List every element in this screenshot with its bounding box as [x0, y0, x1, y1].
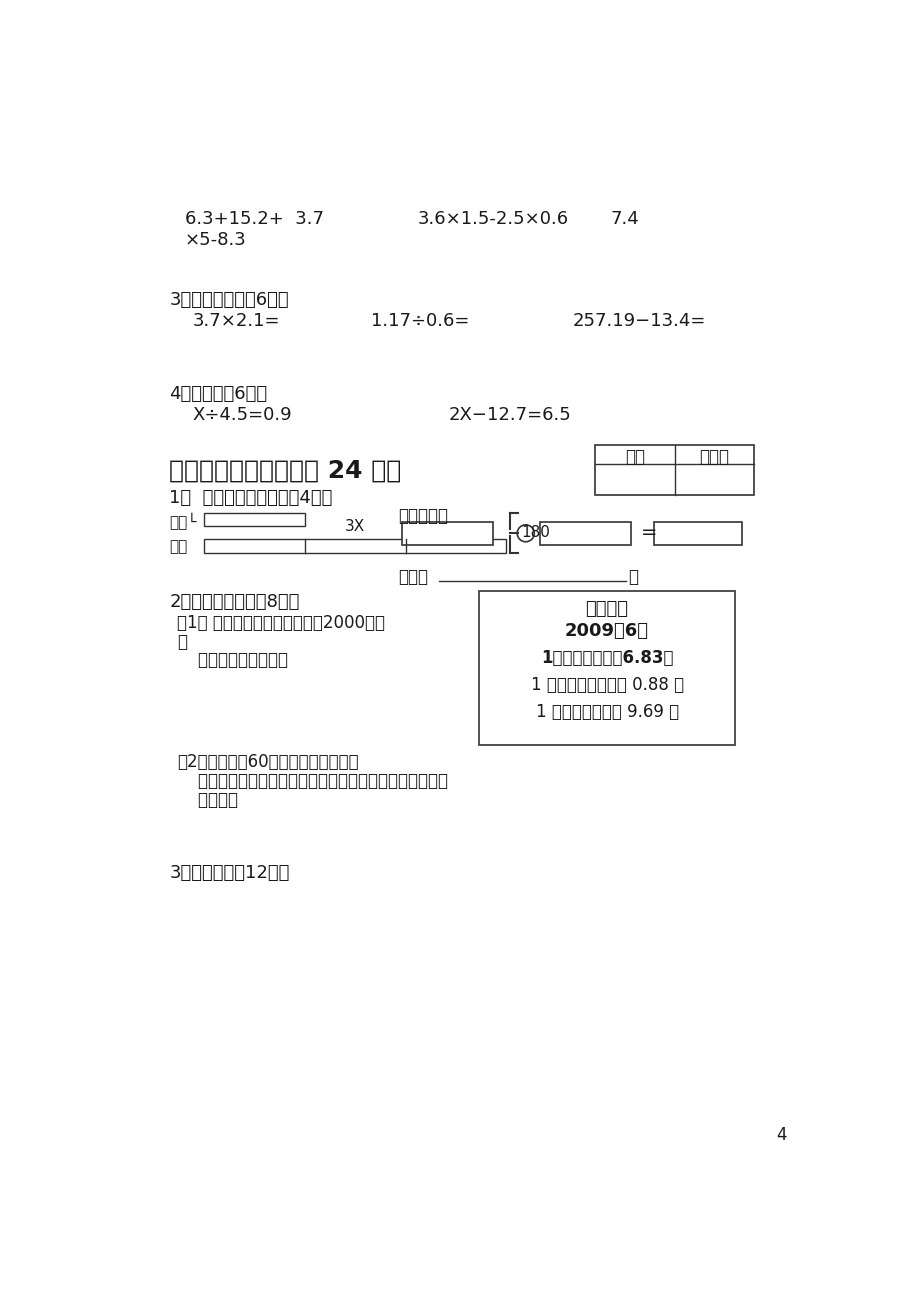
Bar — [539, 521, 630, 545]
Text: 257.19−13.4=: 257.19−13.4= — [572, 312, 705, 329]
Text: 中国銀行: 中国銀行 — [585, 601, 628, 619]
Text: 180: 180 — [520, 525, 550, 540]
Text: 7.4: 7.4 — [610, 209, 639, 228]
Text: 1 欧元兑换人民币 9.69 元: 1 欧元兑换人民币 9.69 元 — [535, 703, 678, 720]
Bar — [479, 592, 734, 745]
Text: （1） 在美国工作的小王寄回了2000美元: （1） 在美国工作的小王寄回了2000美元 — [176, 614, 384, 632]
Text: 6.3+15.2+  3.7: 6.3+15.2+ 3.7 — [185, 209, 323, 228]
Text: 1 元港币兑换人民币 0.88 元: 1 元港币兑换人民币 0.88 元 — [530, 676, 683, 694]
Text: 3.7×2.1=: 3.7×2.1= — [192, 312, 279, 329]
Text: 2、人民币兑换。（8分）: 2、人民币兑换。（8分） — [169, 593, 300, 611]
Text: 弟弟└: 弟弟└ — [169, 514, 197, 530]
Bar — [204, 512, 304, 527]
Text: 位小数）: 位小数） — [176, 792, 238, 809]
Text: 方程：: 方程： — [397, 568, 427, 586]
Text: 3、买文具。（12分）: 3、买文具。（12分） — [169, 864, 289, 883]
Text: 1.17÷0.6=: 1.17÷0.6= — [370, 312, 469, 329]
Text: 4: 4 — [776, 1126, 786, 1144]
Text: 姐姐: 姐姐 — [169, 540, 187, 555]
Text: 1、  姐姐弟弟做纸花。（4分）: 1、 姐姐弟弟做纸花。（4分） — [169, 489, 333, 507]
Text: =: = — [640, 524, 656, 542]
Text: 2X−12.7=6.5: 2X−12.7=6.5 — [448, 406, 571, 424]
Text: 等量关系：: 等量关系： — [397, 507, 448, 525]
Text: 3.6×1.5-2.5×0.6: 3.6×1.5-2.5×0.6 — [417, 209, 568, 228]
Text: ，: ， — [176, 633, 187, 651]
Bar — [204, 538, 505, 552]
Text: 阅卷人: 阅卷人 — [698, 447, 728, 465]
Text: 2009年6月: 2009年6月 — [564, 621, 649, 640]
Text: X÷4.5=0.9: X÷4.5=0.9 — [192, 406, 292, 424]
Text: 换成人民币多少元？: 换成人民币多少元？ — [176, 651, 288, 670]
Text: 六、我会解决问题（共 24 分）: 六、我会解决问题（共 24 分） — [169, 459, 401, 482]
Text: 品寄给香港的朋友，折合港币大约多少元？（得数保留两: 品寄给香港的朋友，折合港币大约多少元？（得数保留两 — [176, 772, 448, 790]
Text: ×5-8.3: ×5-8.3 — [185, 231, 246, 250]
Text: 4、解方程（6分）: 4、解方程（6分） — [169, 386, 267, 403]
Text: 得分: 得分 — [624, 447, 644, 465]
Text: （2）淡气花了60元人民币买了一件礼: （2）淡气花了60元人民币买了一件礼 — [176, 753, 358, 771]
Text: 1美元兑换人民币6.83元: 1美元兑换人民币6.83元 — [540, 649, 673, 667]
Text: 。: 。 — [628, 568, 638, 586]
Bar — [402, 521, 493, 545]
Bar — [653, 521, 741, 545]
Text: 3、用笖式计算（6分）: 3、用笖式计算（6分） — [169, 291, 289, 309]
Text: 3X: 3X — [345, 519, 365, 534]
Bar — [595, 445, 754, 495]
